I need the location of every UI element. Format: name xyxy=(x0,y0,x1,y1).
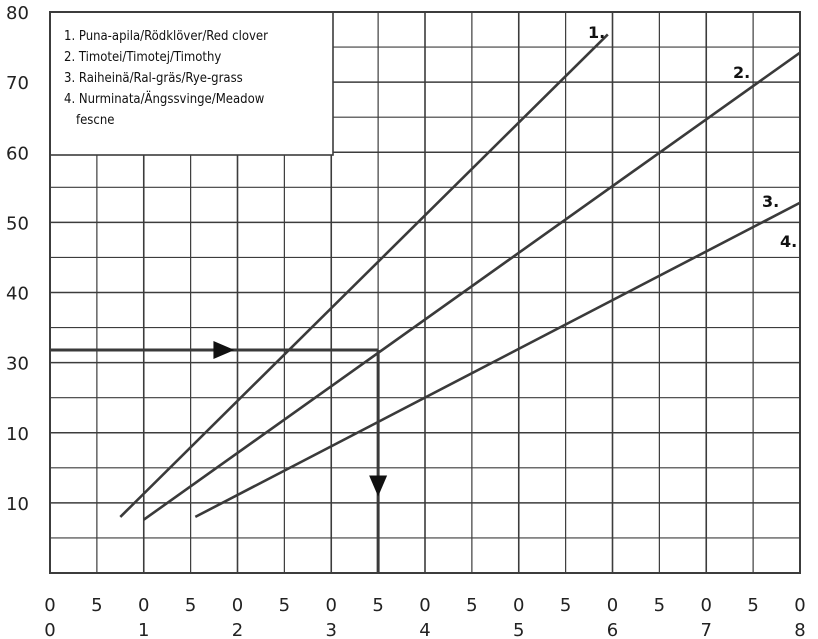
legend-entry: fescne xyxy=(76,113,114,128)
x-tick-label-minor: 5 xyxy=(654,595,665,616)
x-tick-label-major: 1 xyxy=(138,620,149,639)
y-tick-label: 60 xyxy=(6,143,29,164)
x-tick-label-minor: 5 xyxy=(466,595,477,616)
x-tick-label-major: 5 xyxy=(513,620,524,639)
series-line xyxy=(119,33,609,518)
x-tick-label-minor: 0 xyxy=(138,595,149,616)
arrowhead-down xyxy=(369,475,388,497)
legend: 1. Puna-apila/Rödklöver/Red clover 2. Tim… xyxy=(49,11,334,156)
x-tick-label-major: 2 xyxy=(232,620,243,639)
guide-arrows xyxy=(50,341,388,573)
x-tick-label-minor: 0 xyxy=(513,595,524,616)
x-tick-label-minor: 0 xyxy=(44,595,55,616)
y-tick-label: 50 xyxy=(6,213,29,234)
x-tick-label-minor: 0 xyxy=(794,595,805,616)
x-tick-label-major: 0 xyxy=(44,620,55,639)
x-tick-label-minor: 5 xyxy=(747,595,758,616)
legend-entry: 3. Raiheinä/Ral-gräs/Rye-grass xyxy=(64,71,243,86)
legend-entry: 4. Nurminata/Ängssvinge/Meadow xyxy=(64,91,265,107)
x-tick-label-minor: 0 xyxy=(419,595,430,616)
legend-entry: 1. Puna-apila/Rödklöver/Red clover xyxy=(64,29,268,44)
legend-box xyxy=(49,11,334,156)
x-tick-label-major: 3 xyxy=(326,620,337,639)
series-label: 2. xyxy=(733,63,750,82)
legend-entry: 2. Timotei/Timotej/Timothy xyxy=(64,50,221,65)
plot-border xyxy=(49,11,801,574)
y-tick-label: 70 xyxy=(6,73,29,94)
x-tick-label-minor: 0 xyxy=(326,595,337,616)
x-tick-label-major: 8 xyxy=(794,620,805,639)
arrowhead-right xyxy=(213,341,235,360)
x-tick-label-minor: 0 xyxy=(232,595,243,616)
plot-frame xyxy=(49,11,801,574)
series-label: 1. xyxy=(588,23,605,42)
x-tick-label-major: 7 xyxy=(701,620,712,639)
series-line xyxy=(142,51,801,521)
y-tick-label: 10 xyxy=(6,494,29,515)
x-tick-label-minor: 0 xyxy=(607,595,618,616)
series-lines: 1. 2. 3. 4. xyxy=(119,23,801,521)
y-tick-label: 40 xyxy=(6,284,29,305)
x-tick-label-minor: 5 xyxy=(185,595,196,616)
x-tick-label-minor: 5 xyxy=(560,595,571,616)
x-tick-label-minor: 5 xyxy=(279,595,290,616)
x-tick-label-minor: 5 xyxy=(372,595,383,616)
y-tick-label: 10 xyxy=(6,424,29,445)
y-tick-label: 30 xyxy=(6,354,29,375)
x-tick-label-minor: 0 xyxy=(701,595,712,616)
x-tick-label-minor: 5 xyxy=(91,595,102,616)
series-label: 4. xyxy=(780,232,797,251)
series-label: 3. xyxy=(762,192,779,211)
series-line xyxy=(194,201,801,519)
y-tick-label: 80 xyxy=(6,3,29,24)
x-tick-label-major: 6 xyxy=(607,620,618,639)
x-tick-label-major: 4 xyxy=(419,620,430,639)
